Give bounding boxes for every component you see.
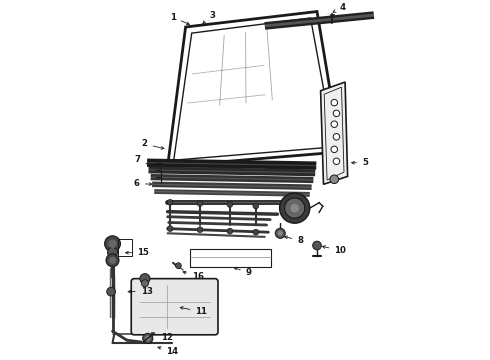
Circle shape — [197, 227, 203, 233]
Text: 15: 15 — [125, 248, 149, 257]
Circle shape — [285, 198, 305, 218]
Circle shape — [313, 241, 321, 250]
Text: 16: 16 — [183, 271, 204, 281]
Text: 13: 13 — [128, 287, 152, 296]
Text: 12: 12 — [151, 332, 173, 342]
Circle shape — [333, 134, 340, 140]
Circle shape — [253, 203, 259, 209]
Circle shape — [227, 228, 233, 234]
Circle shape — [107, 247, 118, 257]
Circle shape — [333, 110, 340, 117]
Circle shape — [333, 158, 340, 165]
Circle shape — [106, 254, 119, 267]
Circle shape — [275, 228, 285, 238]
Polygon shape — [168, 12, 341, 166]
Circle shape — [197, 201, 203, 206]
Circle shape — [141, 280, 148, 287]
Text: 5: 5 — [352, 158, 368, 167]
Circle shape — [109, 257, 116, 264]
Circle shape — [331, 146, 338, 153]
Text: 7: 7 — [134, 154, 152, 167]
Circle shape — [175, 263, 181, 269]
Circle shape — [140, 274, 150, 284]
Circle shape — [280, 193, 310, 223]
Circle shape — [331, 99, 338, 106]
Text: 3: 3 — [203, 10, 216, 23]
Circle shape — [278, 231, 283, 236]
Text: 1: 1 — [170, 13, 190, 24]
Circle shape — [167, 199, 173, 205]
Circle shape — [227, 202, 233, 207]
Text: 2: 2 — [142, 139, 164, 149]
Text: 10: 10 — [322, 246, 346, 255]
Text: 11: 11 — [180, 307, 207, 316]
Circle shape — [331, 121, 338, 127]
Circle shape — [107, 287, 116, 296]
Polygon shape — [320, 82, 347, 184]
Circle shape — [143, 333, 153, 343]
Text: 14: 14 — [158, 346, 179, 356]
Circle shape — [145, 336, 150, 341]
FancyBboxPatch shape — [131, 279, 218, 335]
Circle shape — [104, 236, 121, 252]
Polygon shape — [179, 24, 328, 156]
Text: 6: 6 — [134, 179, 152, 188]
Circle shape — [167, 226, 173, 231]
Circle shape — [330, 175, 339, 184]
Circle shape — [108, 239, 117, 248]
Circle shape — [253, 229, 259, 235]
Circle shape — [291, 204, 299, 212]
Text: 9: 9 — [234, 267, 252, 277]
Text: 4: 4 — [333, 3, 345, 12]
Text: 8: 8 — [285, 236, 303, 245]
